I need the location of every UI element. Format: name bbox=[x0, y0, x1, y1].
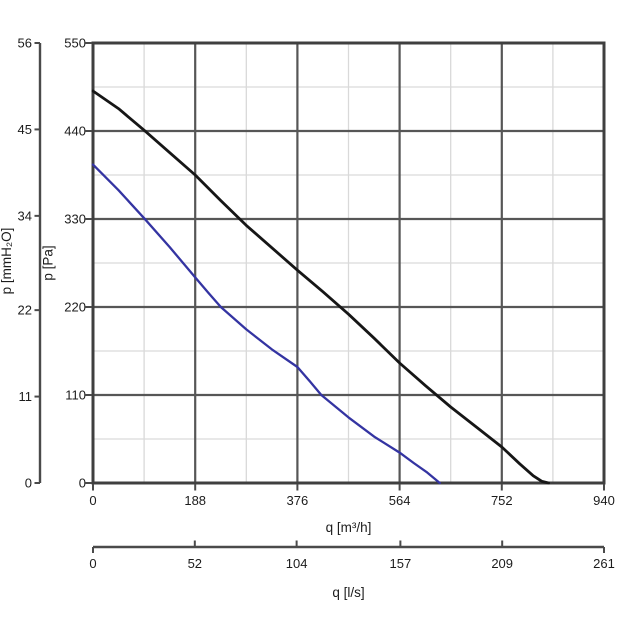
mmh2o-tick-label: 0 bbox=[25, 476, 32, 491]
blue-curve bbox=[91, 163, 441, 485]
x-axis-tick-label: 940 bbox=[593, 493, 615, 508]
x-axis-title: q [m³/h] bbox=[326, 520, 372, 535]
mmh2o-tick-label: 34 bbox=[18, 208, 32, 223]
y-axis-tick-label: 0 bbox=[79, 476, 86, 491]
mmh2o-tick-label: 45 bbox=[18, 122, 32, 137]
ls-tick-label: 0 bbox=[89, 556, 96, 571]
mmh2o-tick-label: 56 bbox=[18, 36, 32, 51]
ls-tick-label: 261 bbox=[593, 556, 615, 571]
black-curve bbox=[91, 89, 550, 485]
x-axis-tick-label: 0 bbox=[89, 493, 96, 508]
y-axis-title: p [Pa] bbox=[41, 245, 56, 280]
x-axis-tick-label: 376 bbox=[287, 493, 309, 508]
ls-tick-label: 209 bbox=[491, 556, 513, 571]
x-axis-tick-label: 752 bbox=[491, 493, 513, 508]
ls-axis-title: q [l/s] bbox=[332, 585, 364, 600]
x-axis-tick-label: 188 bbox=[184, 493, 206, 508]
x-axis-tick-label: 564 bbox=[389, 493, 411, 508]
y-axis-tick-label: 110 bbox=[65, 388, 86, 403]
ls-tick-label: 52 bbox=[188, 556, 202, 571]
y-axis-tick-label: 550 bbox=[64, 36, 86, 51]
ls-tick-label: 157 bbox=[390, 556, 412, 571]
y-axis-tick-label: 440 bbox=[64, 124, 86, 139]
mmh2o-axis-title: p [mmH₂O] bbox=[0, 228, 14, 295]
y-axis-tick-label: 220 bbox=[64, 300, 86, 315]
y-axis-tick-label: 330 bbox=[64, 212, 86, 227]
mmh2o-tick-label: 22 bbox=[18, 303, 32, 318]
mmh2o-tick-label: 11 bbox=[19, 389, 33, 404]
plot-frame bbox=[91, 41, 606, 485]
ls-tick-label: 104 bbox=[286, 556, 308, 571]
